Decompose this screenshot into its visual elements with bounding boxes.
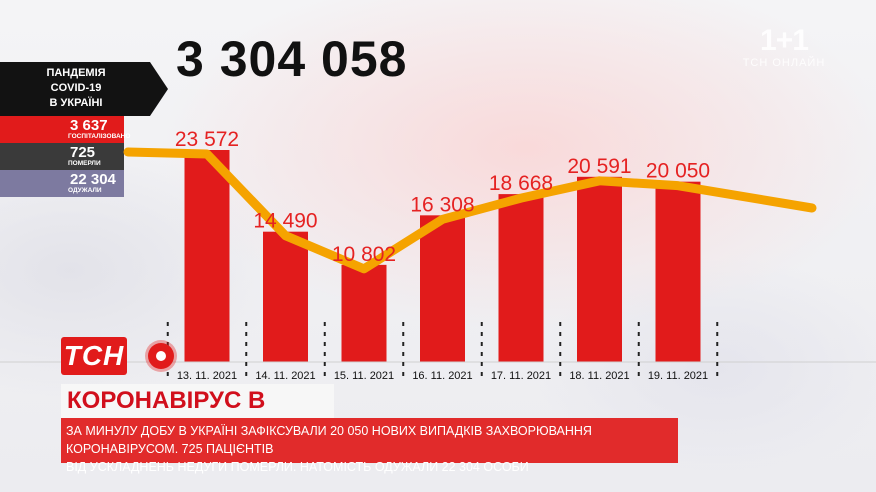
tsn-logo: ТСН (61, 337, 127, 375)
bar-value-label: 20 050 (646, 160, 710, 183)
bar-value-label: 16 308 (410, 193, 474, 216)
logo-main: 1+1 (760, 24, 809, 57)
stat-value: 725 (70, 144, 96, 161)
date-tick-label: 16. 11. 2021 (412, 370, 472, 382)
bar (498, 194, 544, 362)
date-tick-label: 18. 11. 2021 (569, 370, 629, 382)
headline: КОРОНАВІРУС В УКРАЇНІ (61, 384, 334, 448)
date-tick-label: 15. 11. 2021 (334, 370, 394, 382)
panel-title-line: COVID-19 (50, 82, 102, 94)
stat-value: 22 304 (70, 171, 116, 188)
stat-hospitalized: 3 637 ГОСПІТАЛІЗОВАНО (0, 116, 130, 143)
bar (420, 215, 465, 362)
bar-value-label: 18 668 (489, 172, 553, 195)
bar-value-label: 23 572 (175, 128, 239, 151)
stat-deaths: 725 ПОМЕРЛИ (0, 143, 124, 170)
ticker-line: ВІД УСКЛАДНЕНЬ НЕДУГИ ПОМЕРЛИ. НАТОМІСТЬ… (66, 460, 529, 474)
bar-value-label: 10 802 (332, 243, 396, 266)
stat-recovered: 22 304 ОДУЖАЛИ (0, 170, 124, 197)
total-cases: 3 304 058 (176, 31, 408, 87)
panel-title: ПАНДЕМІЯ COVID-19 В УКРАЇНІ (0, 62, 168, 116)
stat-value: 3 637 (70, 117, 108, 134)
virus-icon (148, 343, 174, 369)
stat-label: ОДУЖАЛИ (68, 187, 102, 194)
date-tick-label: 13. 11. 2021 (177, 370, 237, 382)
bar (577, 176, 622, 362)
bar (655, 181, 701, 362)
panel-title-line: ПАНДЕМІЯ (46, 67, 106, 79)
trend-line (123, 147, 817, 274)
logo-sub: ТСН ОНЛАЙН (742, 57, 826, 69)
stat-label: ПОМЕРЛИ (68, 160, 101, 167)
date-tick-label: 14. 11. 2021 (255, 370, 315, 382)
bar-value-label: 14 490 (253, 210, 317, 233)
bar (341, 264, 387, 362)
stat-label: ГОСПІТАЛІЗОВАНО (68, 133, 131, 140)
bar (263, 231, 308, 362)
date-tick-label: 19. 11. 2021 (648, 370, 708, 382)
panel-title-line: В УКРАЇНІ (49, 97, 103, 109)
ticker-line: ЗА МИНУЛУ ДОБУ В УКРАЇНІ ЗАФІКСУВАЛИ 20 … (66, 424, 592, 456)
news-ticker: ЗА МИНУЛУ ДОБУ В УКРАЇНІ ЗАФІКСУВАЛИ 20 … (61, 418, 678, 474)
date-tick-label: 17. 11. 2021 (491, 370, 551, 382)
bar (184, 150, 230, 362)
bar-value-label: 20 591 (567, 155, 631, 178)
channel-logo: 1+1 ТСН ОНЛАЙН (738, 26, 830, 74)
